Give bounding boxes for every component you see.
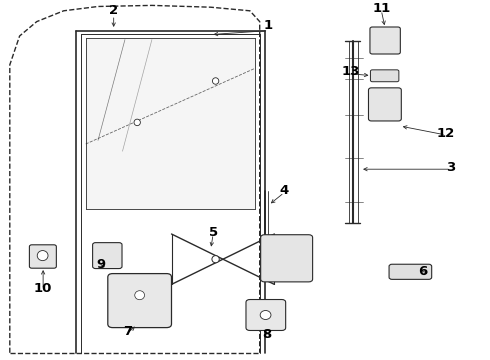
Ellipse shape: [134, 119, 140, 126]
Ellipse shape: [135, 291, 145, 300]
Text: 5: 5: [209, 226, 218, 239]
Ellipse shape: [212, 256, 220, 263]
Text: 12: 12: [437, 127, 455, 140]
FancyBboxPatch shape: [370, 27, 400, 54]
FancyBboxPatch shape: [368, 88, 401, 121]
Ellipse shape: [260, 310, 271, 320]
Text: 2: 2: [109, 4, 118, 17]
Text: 4: 4: [280, 184, 289, 197]
Polygon shape: [86, 38, 255, 209]
Text: 7: 7: [123, 325, 132, 338]
FancyBboxPatch shape: [93, 243, 122, 269]
FancyBboxPatch shape: [108, 274, 172, 328]
Text: 11: 11: [372, 3, 391, 15]
FancyBboxPatch shape: [261, 235, 313, 282]
Ellipse shape: [213, 78, 219, 84]
Text: 8: 8: [263, 328, 271, 341]
Ellipse shape: [37, 251, 48, 261]
Text: 3: 3: [446, 161, 455, 174]
Text: 9: 9: [96, 258, 105, 271]
Text: 1: 1: [264, 19, 273, 32]
Text: 10: 10: [34, 282, 52, 294]
FancyBboxPatch shape: [29, 245, 56, 268]
Ellipse shape: [262, 247, 270, 256]
Text: 13: 13: [341, 65, 360, 78]
FancyBboxPatch shape: [370, 70, 399, 82]
FancyBboxPatch shape: [389, 264, 432, 279]
Text: 6: 6: [418, 265, 427, 278]
FancyBboxPatch shape: [246, 300, 286, 330]
